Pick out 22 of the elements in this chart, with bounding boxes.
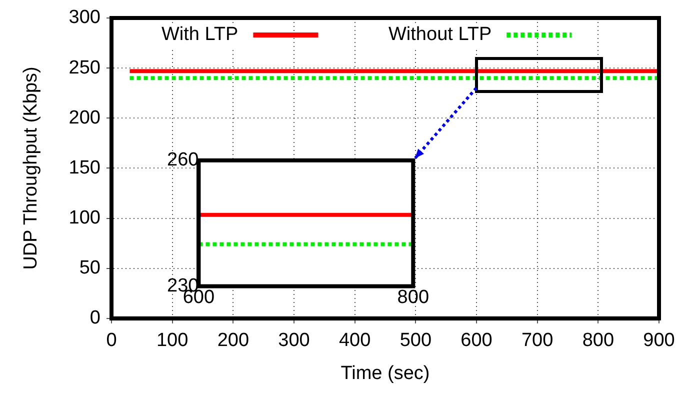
legend-label: With LTP [162,24,238,46]
y-tick-label: 300 [68,7,100,28]
y-axis-title: UDP Throughput (Kbps) [20,66,42,270]
x-tick-label: 300 [278,330,310,352]
y-tick-label: 150 [68,157,100,178]
x-axis-title: Time (sec) [340,362,430,384]
x-tick-label: 200 [217,330,250,352]
y-tick-label: 250 [68,57,100,78]
x-tick-label: 700 [521,330,554,352]
y-tick-label: 200 [68,107,100,128]
y-tick-label: 50 [79,258,100,279]
legend-label: Without LTP [388,24,492,46]
x-tick-label: 500 [400,330,432,352]
y-tick-label: 260 [167,150,199,171]
x-tick-label: 600 [460,330,492,352]
y-tick-label: 100 [68,208,100,228]
x-tick-label: 800 [397,286,429,308]
y-tick-label: 0 [90,308,100,329]
x-tick-label: 400 [338,330,371,352]
x-tick-label: 800 [582,330,614,352]
x-tick-label: 900 [643,330,675,352]
x-tick-label: 0 [106,330,117,352]
